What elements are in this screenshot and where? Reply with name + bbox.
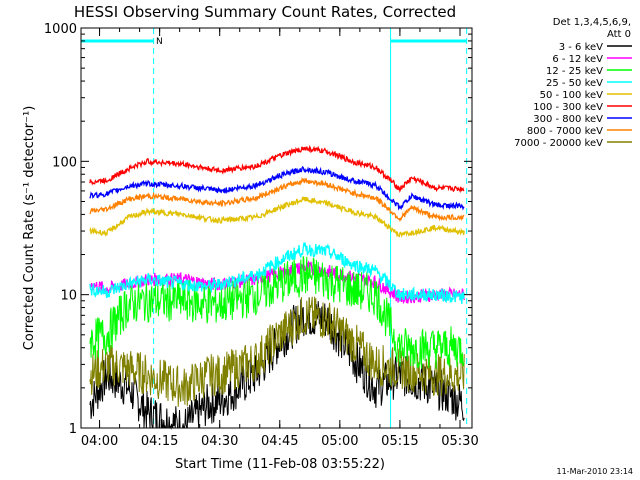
series-line-6: [89, 165, 465, 211]
legend-label: 300 - 800 keV: [533, 114, 603, 125]
flag-marker-n: N: [156, 37, 163, 47]
legend-label: 12 - 25 keV: [546, 66, 603, 77]
x-tick-label: 05:00: [321, 434, 358, 449]
x-tick-label: 05:15: [381, 434, 418, 449]
axes-frame: [80, 27, 473, 429]
series-line-4: [89, 196, 465, 238]
x-tick-label: 04:45: [261, 434, 298, 449]
series-line-8: [89, 296, 465, 407]
series-line-5: [89, 144, 465, 194]
legend-label: 25 - 50 keV: [546, 78, 603, 89]
timestamp: 11-Mar-2010 23:14: [557, 467, 634, 476]
y-axis-label: Corrected Count Rate (s⁻¹ detector⁻¹): [22, 106, 37, 351]
series-line-7: [89, 176, 465, 223]
y-tick-label: 1000: [44, 22, 77, 37]
series-line-3: [89, 242, 465, 304]
x-tick-label: 04:15: [141, 434, 178, 449]
legend-header-line: Att 0: [607, 29, 631, 40]
legend-label: 7000 - 20000 keV: [514, 138, 603, 149]
series-line-1: [89, 260, 465, 305]
x-axis-label: Start Time (11-Feb-08 03:55:22): [175, 457, 385, 472]
chart-title: HESSI Observing Summary Count Rates, Cor…: [74, 3, 456, 21]
series-line-2: [89, 256, 465, 369]
series-layer: [89, 144, 465, 430]
legend-label: 3 - 6 keV: [559, 42, 603, 53]
axis-ticks: 04:00 04:15 04:30 04:45 05:00 05:15 05:30 1 10 10…: [44, 22, 479, 449]
y-tick-label: 10: [60, 289, 77, 304]
legend-label: 50 - 100 keV: [540, 90, 604, 101]
legend-label: 6 - 12 keV: [552, 54, 603, 65]
x-tick-label: 05:30: [441, 434, 478, 449]
x-tick-label: 04:00: [81, 434, 118, 449]
legend-header-line: Det 1,3,4,5,6,9,: [553, 17, 631, 28]
legend-label: 800 - 7000 keV: [527, 126, 603, 137]
y-tick-label: 1: [69, 422, 77, 437]
legend-label: 100 - 300 keV: [533, 102, 603, 113]
y-tick-label: 100: [52, 155, 77, 170]
x-tick-label: 04:30: [201, 434, 238, 449]
